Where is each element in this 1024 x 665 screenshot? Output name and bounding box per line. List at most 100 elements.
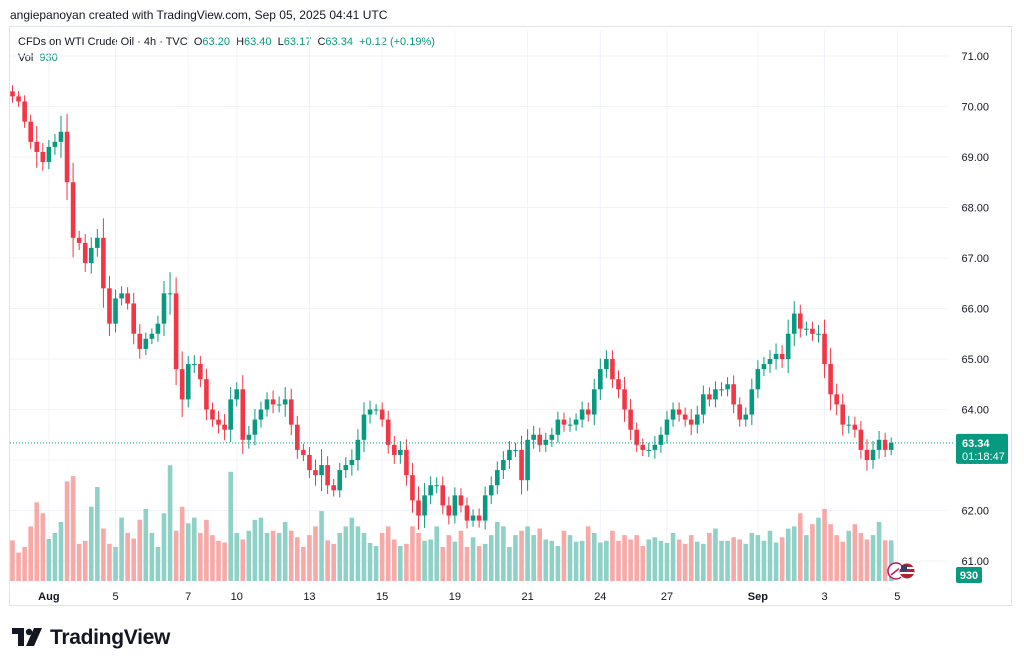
candle-body [816, 333, 821, 335]
candle-body [337, 470, 343, 491]
candle-body [355, 439, 361, 460]
candle-body [379, 409, 385, 420]
volume-bar [179, 506, 185, 581]
candle-body [846, 424, 852, 426]
volume-bar [252, 519, 258, 581]
x-tick-label: 27 [661, 591, 673, 603]
volume-bar [313, 526, 318, 581]
candle-body [707, 394, 712, 400]
candle-body [810, 328, 815, 334]
candle-body [688, 419, 694, 425]
volume-bar [88, 506, 94, 581]
candle-body [143, 338, 149, 349]
candle-body [676, 409, 682, 415]
volume-bar [46, 539, 52, 581]
volume-label[interactable]: Vol [18, 52, 34, 64]
candle-body [319, 465, 324, 476]
volume-bar [604, 540, 609, 581]
volume-bar [543, 539, 549, 581]
candle-body [682, 414, 688, 420]
volume-bar [222, 542, 227, 581]
volume-bar [349, 517, 355, 581]
candle-body [555, 419, 561, 435]
volume-bar [113, 546, 118, 581]
volume-bar [707, 532, 712, 581]
y-tick-label: 62.00 [961, 506, 989, 518]
volume-bar [858, 532, 864, 581]
candle-body [579, 409, 585, 420]
volume-bar [834, 535, 839, 581]
volume-bar [488, 535, 494, 581]
volume-bar [204, 519, 209, 581]
y-tick-label: 67.00 [961, 253, 989, 265]
volume-bar [452, 541, 458, 581]
volume-bar [567, 535, 573, 581]
candle-body [513, 449, 518, 451]
candle-body [616, 379, 621, 390]
volume-bar [64, 481, 70, 581]
candle-body [373, 409, 379, 411]
volume-bar [119, 517, 124, 581]
volume-bar [288, 530, 294, 581]
candle-body [701, 394, 706, 415]
high-value: 63.40 [244, 36, 272, 48]
volume-bar [828, 524, 833, 581]
volume-bar [76, 543, 82, 581]
candle-body [301, 449, 306, 455]
candle-body [282, 399, 288, 405]
volume-bar [495, 522, 500, 581]
volume-bar [40, 513, 46, 581]
volume-bar [52, 532, 58, 581]
candle-body [64, 131, 70, 183]
volume-bar [410, 526, 415, 581]
volume-bar [846, 530, 852, 581]
candle-body [719, 389, 724, 391]
candle-body [173, 293, 179, 370]
candle-body [640, 444, 646, 450]
candle-body [307, 454, 312, 471]
high-label: H [236, 36, 245, 48]
volume-bar [161, 513, 167, 581]
volume-bar [773, 542, 779, 581]
candle-body [276, 404, 282, 406]
candle-body [622, 389, 627, 410]
symbol-title[interactable]: CFDs on WTI Crude Oil · 4h · TVC [18, 36, 188, 48]
volume-bar [210, 535, 215, 581]
volume-bar [579, 540, 585, 581]
volume-bar [731, 537, 736, 581]
candle-body [567, 424, 573, 426]
tradingview-logo[interactable]: TradingView [12, 626, 170, 650]
candle-body [488, 485, 494, 496]
volume-bar [416, 532, 421, 581]
candle-body [458, 495, 464, 506]
volume-bar [670, 532, 676, 581]
volume-bar [694, 541, 700, 581]
candle-body [34, 141, 40, 152]
candle-body [476, 515, 482, 521]
y-tick-label: 65.00 [961, 354, 989, 366]
candle-body [101, 237, 106, 289]
x-tick-label: 24 [594, 591, 606, 603]
volume-bar [137, 519, 143, 581]
candle-body [52, 141, 58, 147]
candle-body [858, 429, 864, 450]
volume-bar [482, 543, 488, 581]
volume-bar [840, 541, 846, 581]
candle-body [482, 495, 488, 521]
volume-bar [173, 530, 179, 581]
x-tick-label: 5 [894, 591, 900, 603]
y-tick-label: 68.00 [961, 203, 989, 215]
candle-body [798, 313, 803, 329]
volume-bar [282, 522, 288, 581]
volume-bar [131, 538, 136, 581]
candle-body [295, 424, 300, 450]
volume-bar [337, 532, 343, 581]
volume-bar [519, 530, 524, 581]
candle-body [131, 303, 136, 334]
flag-icon[interactable] [887, 562, 917, 580]
volume-bar [870, 535, 876, 581]
volume-bar [785, 528, 791, 581]
y-tick-label: 64.00 [961, 405, 989, 417]
volume-bar [240, 539, 246, 581]
